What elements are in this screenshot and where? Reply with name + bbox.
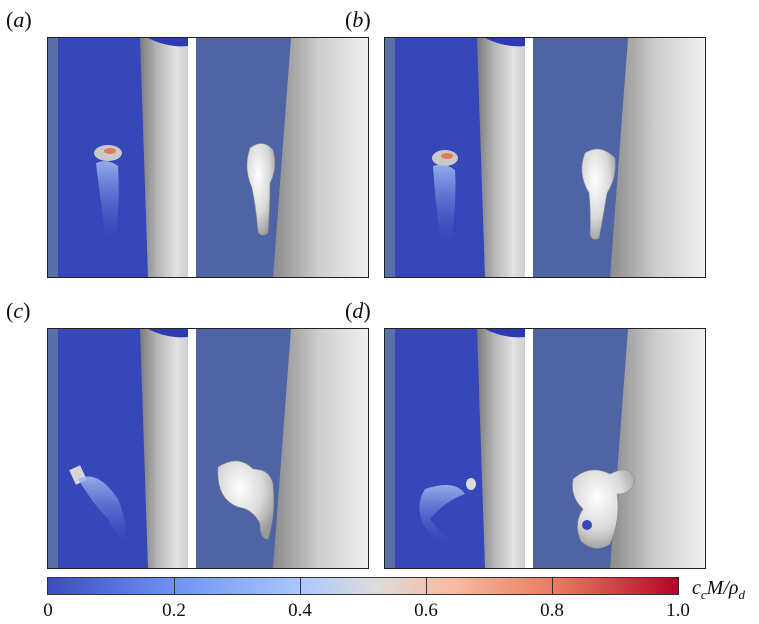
- panel-label-b: (b): [345, 7, 371, 32]
- panel-d: [384, 328, 706, 569]
- colorbar-tick-label-1.0: 1.0: [666, 600, 690, 621]
- panel-label-d: (d): [345, 298, 371, 323]
- colorbar-tick-label-0.4: 0.4: [288, 600, 312, 621]
- panel-label-c: (c): [6, 298, 31, 323]
- colorbar: [47, 577, 679, 595]
- colorbar-tick-label-0.6: 0.6: [414, 600, 438, 621]
- colorbar-tick-0.6: [426, 578, 427, 594]
- colorbar-tick-label-0: 0: [43, 600, 53, 621]
- panel-c: [47, 328, 369, 569]
- panel-a: [47, 37, 369, 278]
- colorbar-tick-label-0.8: 0.8: [540, 600, 564, 621]
- colorbar-tick-label-0.2: 0.2: [162, 600, 186, 621]
- colorbar-label: ccM/ρd: [692, 577, 745, 602]
- colorbar-tick-0.2: [174, 578, 175, 594]
- panel-b: [384, 37, 706, 278]
- colorbar-tick-0.8: [552, 578, 553, 594]
- colorbar-tick-0.4: [300, 578, 301, 594]
- panel-label-a: (a): [6, 7, 32, 32]
